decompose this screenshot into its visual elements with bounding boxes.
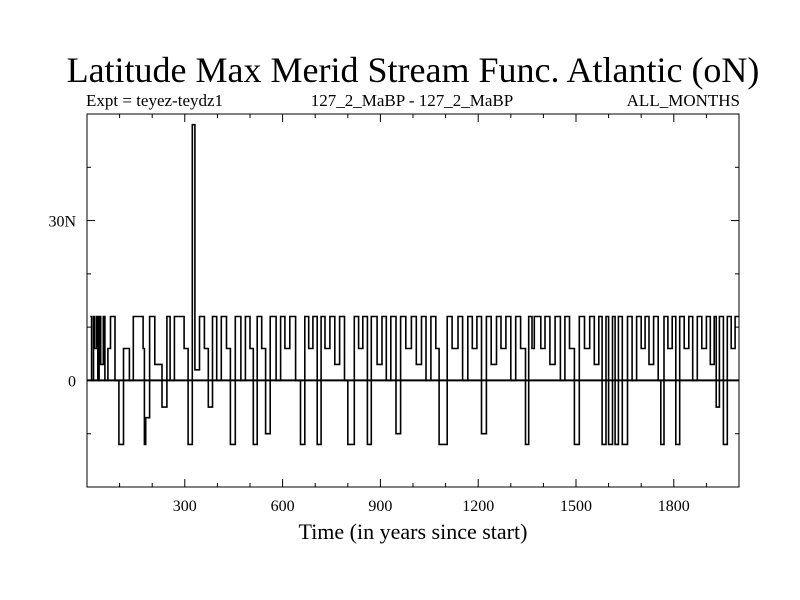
months-label: ALL_MONTHS (627, 91, 740, 110)
x-tick-label: 300 (173, 498, 197, 515)
chart-title: Latitude Max Merid Stream Func. Atlantic… (67, 50, 760, 90)
x-tick-label: 1500 (560, 498, 592, 515)
x-tick-label: 600 (271, 498, 295, 515)
experiment-label: Expt = teyez-teydz1 (86, 91, 223, 110)
period-label: 127_2_MaBP - 127_2_MaBP (311, 91, 513, 110)
y-tick-label: 0 (68, 373, 76, 390)
x-axis-label: Time (in years since start) (299, 519, 528, 544)
y-tick-label: 30N (48, 214, 76, 231)
x-tick-label: 1200 (462, 498, 494, 515)
plot-area: 300 600 900 1200 1500 1800 0 30N (48, 113, 740, 515)
x-tick-label: 1800 (658, 498, 690, 515)
x-tick-label: 900 (368, 498, 392, 515)
plot-frame (86, 113, 740, 488)
series-line (90, 123, 739, 446)
